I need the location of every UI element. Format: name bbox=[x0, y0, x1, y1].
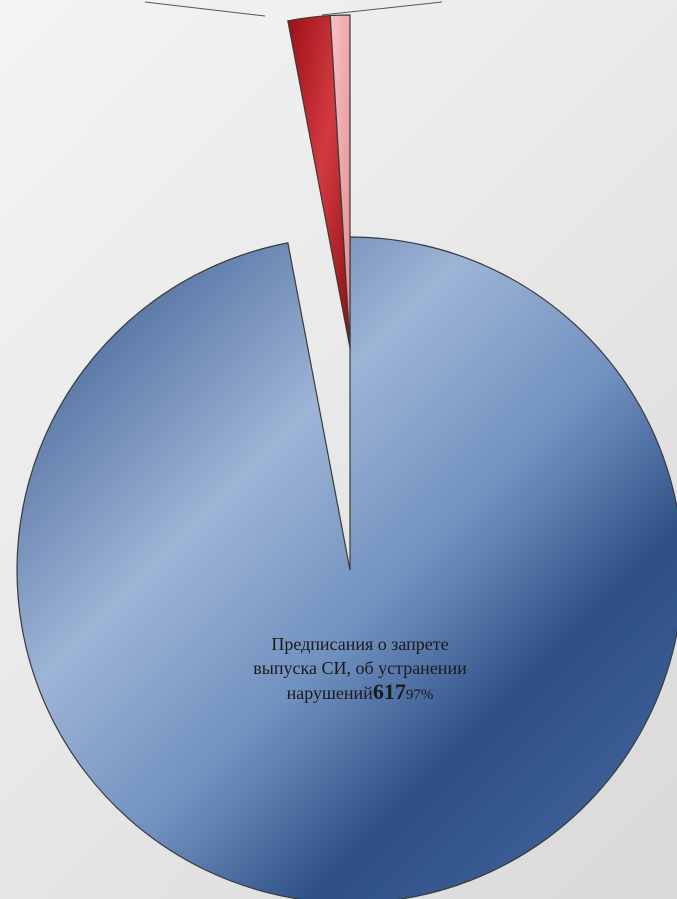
slice-value: 617 bbox=[372, 679, 406, 704]
pie-slice-main bbox=[16, 236, 677, 899]
pie-slice-pink bbox=[329, 14, 351, 349]
slice-percent: 97% bbox=[405, 687, 434, 703]
label-line-3: нарушений bbox=[286, 683, 373, 703]
label-line-2: выпуска СИ, об устранении bbox=[253, 658, 467, 678]
leader-line-pink bbox=[321, 1, 443, 16]
leader-line-red bbox=[144, 1, 266, 17]
main-slice-label: Предписания о запрете выпуска СИ, об уст… bbox=[170, 632, 550, 707]
label-line-1: Предписания о запрете bbox=[271, 634, 449, 654]
